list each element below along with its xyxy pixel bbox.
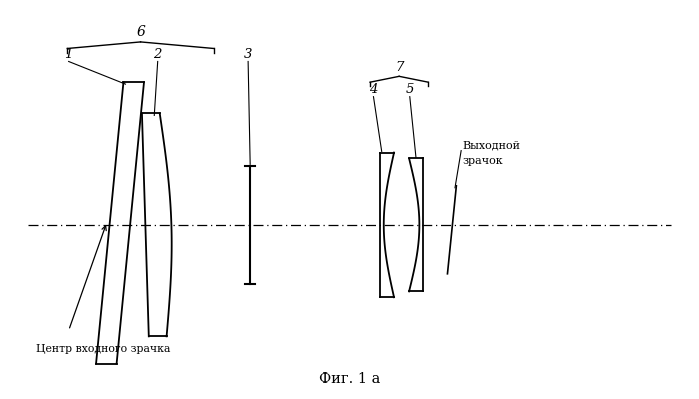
Text: 2: 2: [154, 48, 162, 61]
Text: 4: 4: [369, 83, 377, 96]
Text: Центр входного зрачка: Центр входного зрачка: [36, 344, 171, 354]
Text: зрачок: зрачок: [463, 156, 503, 166]
Text: 7: 7: [395, 61, 403, 74]
Text: 1: 1: [64, 48, 73, 61]
Text: Выходной: Выходной: [463, 140, 521, 151]
Text: Фиг. 1 а: Фиг. 1 а: [319, 372, 380, 386]
Text: 3: 3: [244, 48, 252, 61]
Text: 6: 6: [136, 25, 145, 39]
Text: 5: 5: [405, 83, 414, 96]
